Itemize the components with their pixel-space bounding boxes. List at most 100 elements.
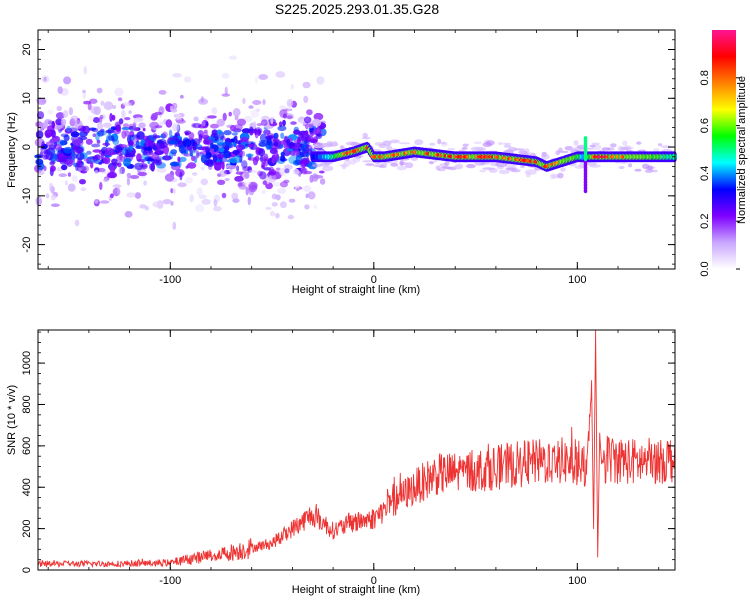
spectrogram-blob <box>125 130 130 136</box>
spectrogram-blob <box>118 97 122 101</box>
spectrogram-blob <box>170 106 174 111</box>
snr-y-label: SNR (10 * v/v) <box>6 385 18 455</box>
spectrogram-blob <box>153 145 158 151</box>
spectrogram-blob <box>304 204 309 209</box>
spectrogram-blob <box>128 110 132 114</box>
spectrogram-blob <box>162 132 168 139</box>
spectrogram-blob <box>123 159 131 167</box>
spectrogram-blob <box>52 121 55 129</box>
spectrogram-blob <box>63 76 71 84</box>
spectrogram-blob <box>190 139 195 146</box>
spectrogram-halo <box>557 173 563 179</box>
spectrogram-blob <box>68 183 76 191</box>
spectrogram-blob <box>143 128 146 131</box>
spectrogram-blob <box>94 159 102 164</box>
spectrogram-blob <box>115 122 121 129</box>
spectrogram-blob <box>270 148 278 154</box>
spectrogram-blob <box>232 150 240 155</box>
spectrogram-halo <box>560 168 566 172</box>
spectrogram-halo <box>622 141 627 146</box>
spectrogram-halo <box>504 145 512 148</box>
spectrogram-halo <box>589 145 595 148</box>
spectrogram-blob <box>113 184 122 188</box>
spectrogram-blob <box>151 113 158 120</box>
spectrogram-blob <box>242 98 245 104</box>
spectrogram-blob <box>57 106 63 111</box>
spectrogram-halo <box>390 140 400 144</box>
spectrogram-halo <box>466 164 476 168</box>
spectrogram-blob <box>130 146 134 150</box>
spectrogram-blob <box>72 175 78 182</box>
spectrogram-blob <box>201 155 208 164</box>
spectrogram-halo <box>480 147 484 151</box>
colorbar-tick-label: 0.6 <box>699 118 711 133</box>
spectrogram-blob <box>133 119 139 123</box>
spectrogram-blob <box>72 137 82 146</box>
spectrogram-blob <box>316 133 323 139</box>
spectrogram-blob <box>155 125 163 128</box>
spectrogram-blob <box>46 151 54 160</box>
spectrogram-blob <box>144 147 152 151</box>
spectrogram-blob <box>229 112 232 117</box>
spectrogram-blob <box>93 149 102 153</box>
spectrogram-blob <box>242 166 251 171</box>
spectrogram-blob <box>83 92 86 99</box>
spectrogram-blob <box>308 191 316 199</box>
spectrogram-blob <box>176 119 186 123</box>
spectrogram-blob <box>165 149 169 155</box>
spectrogram-blob <box>302 82 310 89</box>
spectrogram-blob <box>280 155 285 162</box>
spectrogram-blob <box>169 130 172 138</box>
spectrogram-blob <box>173 222 177 230</box>
spectrogram-blob <box>123 123 129 127</box>
spectrogram-blob <box>288 215 294 220</box>
spectrogram-blob <box>280 181 288 187</box>
spectrogram-blob <box>277 126 286 132</box>
spectrogram-blob <box>63 147 73 154</box>
y-tick-label: 0 <box>21 144 33 150</box>
spectrogram-blob <box>194 117 199 122</box>
spectrogram-halo <box>634 169 641 172</box>
spectrogram-blob <box>39 123 44 131</box>
spectrogram-blob <box>97 88 103 94</box>
spectrogram-halo <box>658 143 662 146</box>
spectrogram-halo <box>312 164 322 168</box>
spectrogram-blob <box>86 139 93 145</box>
spectrogram-blob <box>304 171 312 174</box>
spectrogram-blob <box>196 150 199 158</box>
spectrogram-blob <box>225 87 228 95</box>
spectrogram-blob <box>319 171 325 174</box>
spectrogram-blob <box>312 119 321 127</box>
spectrogram-halo <box>589 164 601 168</box>
spectrogram-panel: -100 0 100 20100-10-20 Height of straight … <box>6 30 677 296</box>
spectrogram-blob <box>159 90 167 95</box>
spectrogram-blob <box>263 180 267 185</box>
spectrogram-halo <box>386 146 392 151</box>
spectrogram-halo <box>437 139 441 145</box>
spectrogram-halo <box>628 163 632 167</box>
spectrogram-blob <box>258 142 266 147</box>
spectrogram-blob <box>226 159 235 163</box>
spectrogram-halo <box>441 166 452 168</box>
spectrogram-blob <box>94 199 99 204</box>
spectrogram-halo <box>399 160 404 165</box>
spectrogram-blob <box>103 123 112 128</box>
spectrogram-blob <box>111 159 118 165</box>
spectrogram-blob <box>258 74 268 80</box>
colorbar-tick-label: 0.2 <box>699 214 711 229</box>
spectrogram-blob <box>61 119 66 126</box>
spectrogram-blob <box>275 139 281 148</box>
spectrogram-blob <box>290 121 297 125</box>
spectrogram-blob <box>217 154 224 160</box>
x-tick-label: 100 <box>568 274 586 286</box>
colorbar: 0.00.20.40.60.8 Normalized spectral ampl… <box>699 30 748 277</box>
spectrogram-blob <box>118 167 122 175</box>
spectrogram-blob <box>304 116 311 123</box>
spectrogram-blob <box>273 155 279 161</box>
spectrogram-blob <box>284 168 289 173</box>
spectrogram-blob <box>248 144 255 148</box>
colorbar-tick-label: 0.0 <box>699 261 711 276</box>
spectrogram-halo <box>436 166 441 171</box>
spectrogram-halo <box>450 167 457 171</box>
spectrogram-blob <box>248 157 257 160</box>
